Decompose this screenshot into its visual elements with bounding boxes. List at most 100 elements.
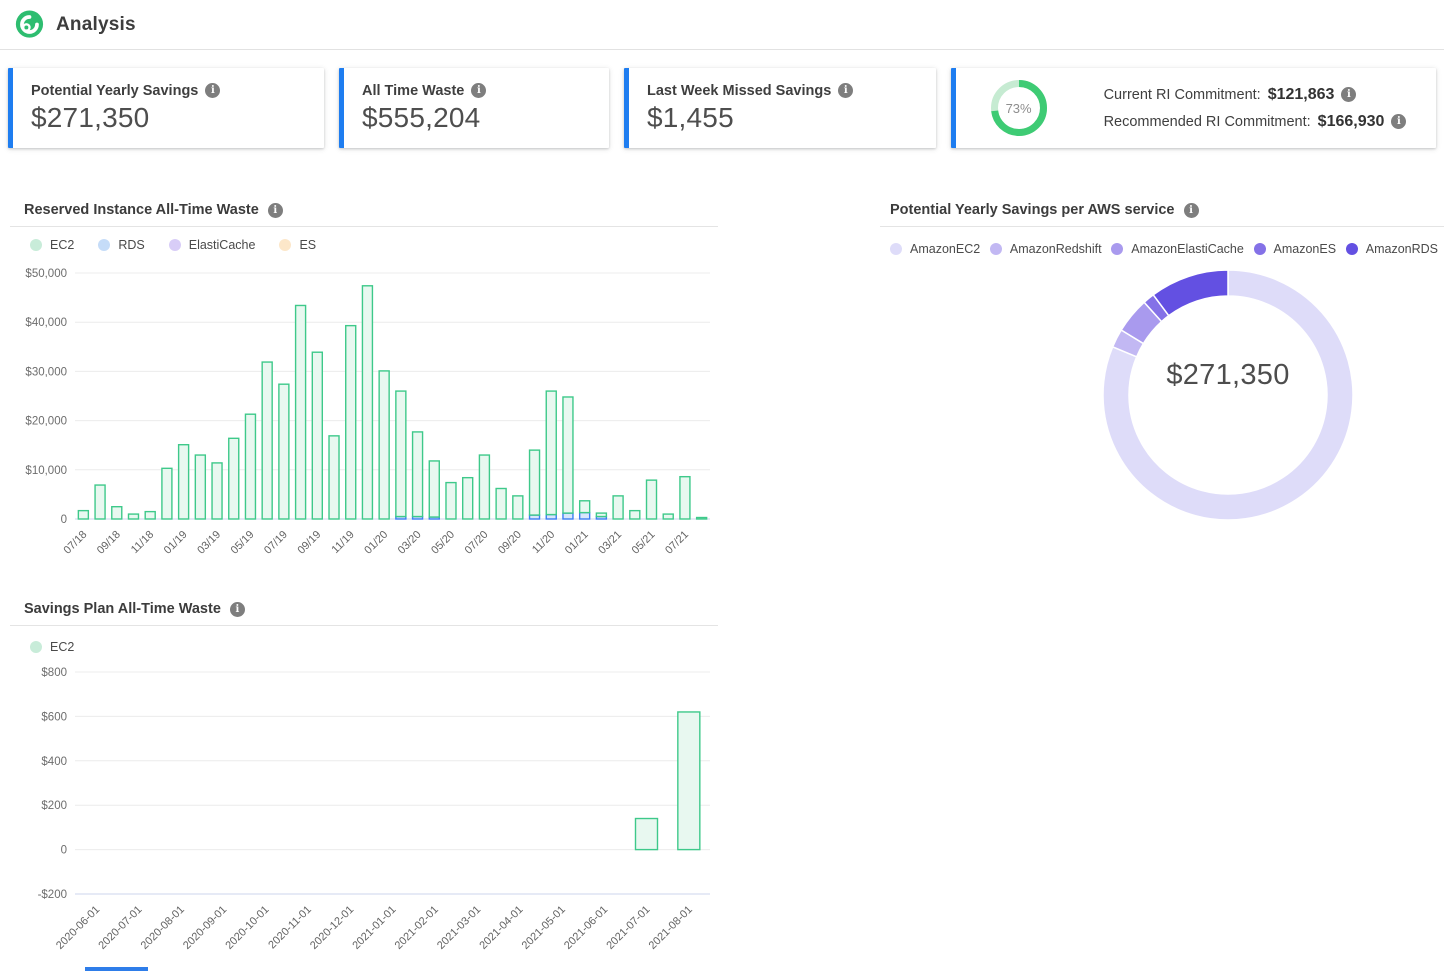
- legend-item-AmazonRDS[interactable]: AmazonRDS: [1345, 242, 1438, 256]
- x-axis-tick-label: 2021-06-01: [562, 904, 610, 952]
- x-axis-tick-label: 01/21: [563, 529, 591, 557]
- stat-card-last-week-missed-savings: Last Week Missed Savings $1,455: [624, 68, 936, 148]
- x-axis-tick-label: 2020-10-01: [223, 904, 271, 952]
- bar-EC2-07/21[interactable]: [679, 475, 691, 520]
- current-ri-commitment-label: Current RI Commitment:: [1103, 86, 1261, 103]
- legend-dot-icon: [1253, 243, 1266, 255]
- legend-item-EC2[interactable]: EC2: [30, 238, 74, 252]
- gauge-ring-icon: [990, 80, 1047, 136]
- bar-EC2-06/19[interactable]: [261, 361, 273, 520]
- ri-coverage-percent: 73%: [1005, 100, 1032, 116]
- stat-label: All Time Waste: [362, 82, 465, 99]
- bar-EC2-05/21[interactable]: [645, 479, 658, 520]
- x-axis-tick-label: 2021-07-01: [604, 904, 652, 952]
- x-axis-tick-label: 03/19: [195, 529, 223, 557]
- stat-card-all-time-waste: All Time Waste $555,204: [339, 68, 609, 148]
- bar-EC2-11/20[interactable]: [545, 390, 557, 516]
- bar-EC2-05/19[interactable]: [244, 413, 257, 520]
- info-icon[interactable]: [205, 83, 221, 98]
- bar-EC2-03/19[interactable]: [211, 462, 223, 520]
- bar-EC2-09/20[interactable]: [512, 495, 524, 520]
- bar-EC2-02/20[interactable]: [395, 390, 407, 518]
- donut-slice-AmazonRDS[interactable]: [1152, 269, 1229, 317]
- bar-EC2-10/18[interactable]: [127, 513, 140, 520]
- bar-EC2-02/19[interactable]: [194, 454, 207, 520]
- x-axis-tick-label: 07/21: [663, 529, 691, 557]
- bar-EC2-10/20[interactable]: [528, 449, 541, 516]
- bar-EC2-06/21[interactable]: [662, 513, 674, 520]
- y-axis-tick-label: $20,000: [25, 416, 67, 428]
- app-header: Analysis: [0, 0, 1444, 50]
- legend-item-AmazonEC2[interactable]: AmazonEC2: [890, 242, 980, 256]
- bar-EC2-03/20[interactable]: [411, 431, 424, 518]
- info-icon[interactable]: [838, 83, 854, 98]
- bar-EC2-01/21[interactable]: [578, 500, 591, 514]
- info-icon[interactable]: [1183, 202, 1199, 218]
- legend-item-AmazonES[interactable]: AmazonES: [1253, 242, 1336, 256]
- stat-value: $1,455: [647, 101, 734, 133]
- bar-EC2-09/18[interactable]: [111, 505, 123, 520]
- bar-EC2-2021-08-01[interactable]: [677, 711, 701, 851]
- bar-EC2-01/20[interactable]: [378, 370, 390, 520]
- bar-EC2-04/19[interactable]: [228, 437, 240, 520]
- bar-RDS-01/21[interactable]: [578, 511, 591, 520]
- bar-EC2-11/19[interactable]: [345, 324, 357, 520]
- bar-EC2-02/21[interactable]: [595, 512, 608, 518]
- bar-EC2-05/20[interactable]: [445, 481, 457, 520]
- legend-dot-icon: [98, 239, 111, 251]
- stat-label: Potential Yearly Savings: [31, 82, 199, 99]
- bar-EC2-01/19[interactable]: [177, 444, 190, 520]
- bar-EC2-12/20[interactable]: [562, 396, 574, 514]
- info-icon[interactable]: [471, 83, 487, 98]
- legend-item-RDS[interactable]: RDS: [98, 238, 145, 252]
- x-axis-tick-label: 03/21: [596, 529, 624, 557]
- x-axis-tick-label: 11/18: [129, 529, 156, 556]
- stat-value: $555,204: [362, 101, 481, 133]
- legend-dot-icon: [989, 243, 1002, 255]
- bar-EC2-12/18[interactable]: [161, 467, 173, 520]
- bar-EC2-04/20[interactable]: [428, 460, 440, 518]
- page-title: Analysis: [56, 13, 136, 35]
- bar-EC2-09/19[interactable]: [311, 351, 324, 520]
- divider: [10, 226, 718, 227]
- bar-EC2-08/21[interactable]: [695, 516, 708, 520]
- x-axis-tick-label: 11/20: [530, 529, 557, 556]
- legend-dot-icon: [1111, 243, 1124, 255]
- bar-EC2-08/19[interactable]: [294, 304, 307, 520]
- info-icon[interactable]: [1341, 87, 1357, 102]
- legend-item-ES[interactable]: ES: [279, 238, 316, 252]
- bottom-partial-element[interactable]: [85, 967, 148, 971]
- bar-EC2-2021-07-01[interactable]: [634, 817, 659, 851]
- current-ri-commitment-value: $121,863: [1267, 85, 1335, 103]
- x-axis-tick-label: 2020-11-01: [266, 904, 314, 952]
- stat-label: Last Week Missed Savings: [647, 82, 832, 99]
- legend-dot-icon: [279, 239, 292, 251]
- legend-item-EC2[interactable]: EC2: [30, 640, 74, 654]
- bar-EC2-03/21[interactable]: [612, 495, 624, 520]
- legend-item-ElastiCache[interactable]: ElastiCache: [168, 238, 255, 252]
- bar-EC2-06/20[interactable]: [461, 476, 474, 520]
- app-logo-icon: [15, 9, 44, 38]
- x-axis-tick-label: 2021-08-01: [647, 904, 695, 952]
- bar-EC2-12/19[interactable]: [361, 285, 374, 520]
- bar-EC2-07/20[interactable]: [478, 454, 491, 520]
- bar-EC2-07/18[interactable]: [77, 509, 90, 520]
- bar-EC2-08/18[interactable]: [94, 484, 106, 520]
- bar-EC2-08/20[interactable]: [495, 487, 507, 520]
- bar-EC2-07/19[interactable]: [278, 383, 290, 520]
- donut-slice-AmazonEC2[interactable]: [1102, 269, 1354, 521]
- ri-commitment-card: 73% Current RI Commitment: $121,863 Reco…: [951, 68, 1436, 148]
- bar-EC2-04/21[interactable]: [629, 509, 641, 520]
- legend-item-AmazonElastiCache[interactable]: AmazonElastiCache: [1111, 242, 1244, 256]
- y-axis-tick-label: $800: [41, 667, 67, 679]
- x-axis-tick-label: 11/19: [329, 529, 356, 556]
- bar-RDS-12/20[interactable]: [562, 512, 574, 520]
- bar-EC2-10/19[interactable]: [328, 435, 340, 520]
- chart-legend: EC2 RDS ElastiCache ES: [30, 237, 718, 253]
- info-icon[interactable]: [267, 202, 283, 218]
- x-axis-tick-label: 05/19: [229, 529, 257, 557]
- info-icon[interactable]: [1391, 114, 1407, 129]
- legend-item-AmazonRedshift[interactable]: AmazonRedshift: [989, 242, 1102, 256]
- info-icon[interactable]: [229, 601, 245, 617]
- bar-EC2-11/18[interactable]: [144, 510, 156, 520]
